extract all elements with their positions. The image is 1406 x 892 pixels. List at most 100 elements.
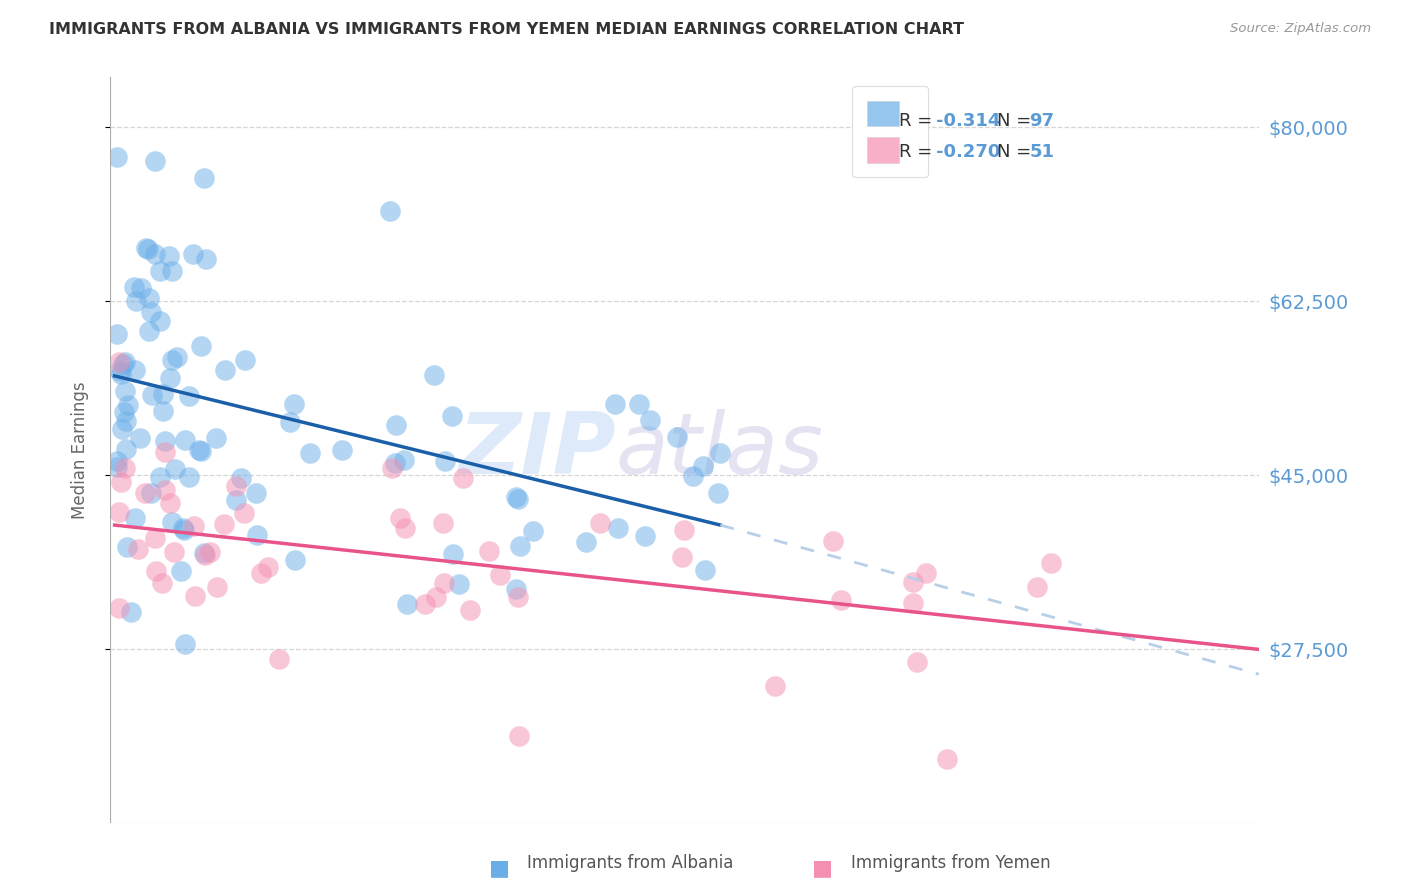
Point [447, 576, 470, 591]
Point [901, 596, 924, 610]
Point [709, 446, 731, 460]
Point [821, 533, 844, 548]
Point [205, 580, 228, 594]
Point [423, 368, 446, 383]
Point [1025, 580, 1047, 594]
Point [627, 397, 650, 411]
Point [458, 603, 481, 617]
Point [160, 264, 183, 278]
Point [145, 531, 167, 545]
Point [198, 545, 221, 559]
Point [432, 516, 454, 530]
Point [107, 459, 129, 474]
Point [149, 314, 172, 328]
Point [153, 483, 176, 497]
Point [183, 519, 205, 533]
Point [1039, 556, 1062, 570]
Point [108, 506, 131, 520]
Point [139, 305, 162, 319]
Point [441, 547, 464, 561]
Text: N =: N = [997, 144, 1038, 161]
Point [129, 281, 152, 295]
Point [160, 516, 183, 530]
Point [392, 452, 415, 467]
Point [114, 355, 136, 369]
Text: IMMIGRANTS FROM ALBANIA VS IMMIGRANTS FROM YEMEN MEDIAN EARNINGS CORRELATION CHA: IMMIGRANTS FROM ALBANIA VS IMMIGRANTS FR… [49, 22, 965, 37]
Point [508, 729, 530, 743]
Point [163, 545, 186, 559]
Point [478, 544, 501, 558]
Point [193, 171, 215, 186]
Point [143, 247, 166, 261]
Point [124, 510, 146, 524]
Point [160, 353, 183, 368]
Point [177, 389, 200, 403]
Point [194, 548, 217, 562]
Point [505, 582, 527, 596]
Point [105, 150, 128, 164]
Point [672, 523, 695, 537]
Point [508, 590, 530, 604]
Text: R =: R = [900, 112, 938, 130]
Point [183, 247, 205, 261]
Point [114, 442, 136, 456]
Point [129, 432, 152, 446]
Point [278, 415, 301, 429]
Point [117, 398, 139, 412]
Point [170, 565, 193, 579]
Point [432, 575, 454, 590]
Point [165, 462, 187, 476]
Point [115, 540, 138, 554]
Point [193, 546, 215, 560]
Point [114, 414, 136, 428]
Point [190, 339, 212, 353]
Point [413, 597, 436, 611]
Point [135, 241, 157, 255]
Text: R =: R = [900, 144, 938, 161]
Text: Immigrants from Yemen: Immigrants from Yemen [851, 855, 1050, 872]
Text: -0.270: -0.270 [936, 144, 1001, 161]
Point [901, 575, 924, 590]
Point [830, 592, 852, 607]
Point [141, 388, 163, 402]
Point [914, 566, 936, 580]
Point [187, 443, 209, 458]
Point [425, 591, 447, 605]
Text: ■: ■ [813, 858, 832, 878]
Point [245, 486, 267, 500]
Point [396, 597, 419, 611]
Text: Immigrants from Albania: Immigrants from Albania [527, 855, 734, 872]
Point [506, 491, 529, 506]
Point [380, 203, 402, 218]
Point [108, 363, 131, 377]
Point [638, 413, 661, 427]
Point [173, 524, 195, 538]
Point [172, 521, 194, 535]
Point [489, 567, 512, 582]
Point [108, 601, 131, 615]
Point [114, 461, 136, 475]
Point [205, 431, 228, 445]
Point [138, 324, 160, 338]
Point [127, 541, 149, 556]
Text: ZIP: ZIP [458, 409, 616, 492]
Point [589, 516, 612, 530]
Point [150, 576, 173, 591]
Point [440, 409, 463, 424]
Point [671, 549, 693, 564]
Point [112, 357, 135, 371]
Point [693, 563, 716, 577]
Point [665, 430, 688, 444]
Point [212, 516, 235, 531]
Point [110, 475, 132, 489]
Point [250, 566, 273, 581]
Point [692, 458, 714, 473]
Point [283, 553, 305, 567]
Point [505, 490, 527, 504]
Point [114, 384, 136, 398]
Point [225, 492, 247, 507]
Point [451, 471, 474, 485]
Point [159, 371, 181, 385]
Point [108, 355, 131, 369]
Point [139, 486, 162, 500]
